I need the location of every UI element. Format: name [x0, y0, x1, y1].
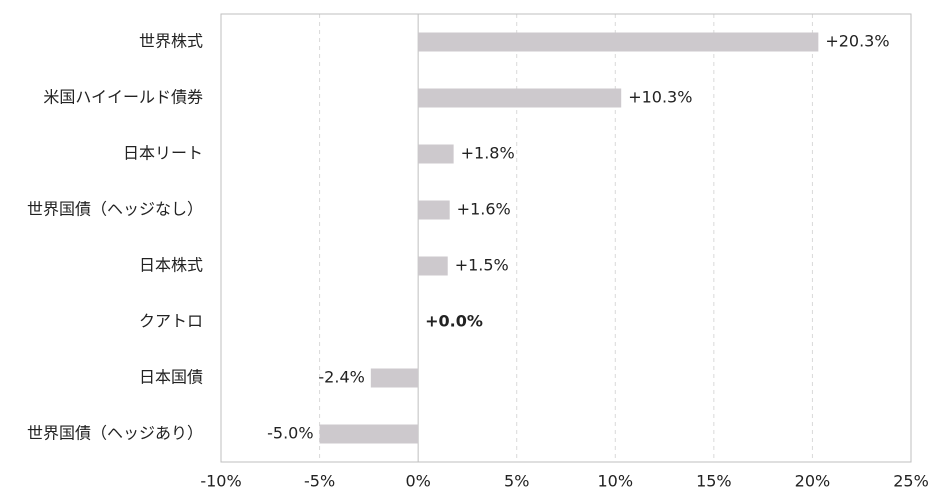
value-label: +1.6%: [457, 200, 511, 219]
value-label: -2.4%: [318, 368, 364, 387]
category-label: 日本株式: [139, 256, 203, 275]
bar: [319, 424, 419, 444]
category-label: 日本リート: [123, 144, 203, 163]
bar: [418, 32, 819, 52]
x-tick-label: 15%: [696, 472, 732, 491]
category-label: 世界国債（ヘッジあり）: [27, 424, 203, 443]
category-label: 日本国債: [139, 368, 203, 387]
value-label: +1.8%: [461, 144, 515, 163]
bar: [418, 256, 448, 276]
value-labels: +20.3% +10.3% +1.8% +1.6% +1.5% +0.0% -2.4% -5.…: [267, 32, 889, 443]
x-tick-label: 20%: [795, 472, 831, 491]
grid-lines: [319, 14, 813, 462]
highlight-value-label: +0.0%: [425, 312, 483, 331]
x-tick-label: -10%: [200, 472, 241, 491]
plot-area-frame: [220, 13, 912, 463]
bar: [418, 200, 450, 220]
x-tick-label: 0%: [405, 472, 430, 491]
value-label: -5.0%: [267, 424, 313, 443]
x-tick-labels: -10% -5% 0% 5% 10% 15% 20% 25%: [200, 472, 928, 491]
x-tick-label: 25%: [893, 472, 929, 491]
value-label: +20.3%: [825, 32, 889, 51]
category-label: 世界株式: [139, 32, 203, 51]
value-label: +1.5%: [455, 256, 509, 275]
category-label: 世界国債（ヘッジなし）: [27, 200, 203, 219]
bar: [370, 368, 419, 388]
x-tick-label: 5%: [504, 472, 529, 491]
bars-group: [319, 32, 819, 444]
x-tick-label: -5%: [304, 472, 335, 491]
value-label: +10.3%: [628, 88, 692, 107]
bar: [418, 88, 622, 108]
bar: [418, 144, 454, 164]
category-label: クアトロ: [139, 312, 203, 331]
x-tick-label: 10%: [598, 472, 634, 491]
category-label: 米国ハイイールド債券: [43, 88, 203, 107]
